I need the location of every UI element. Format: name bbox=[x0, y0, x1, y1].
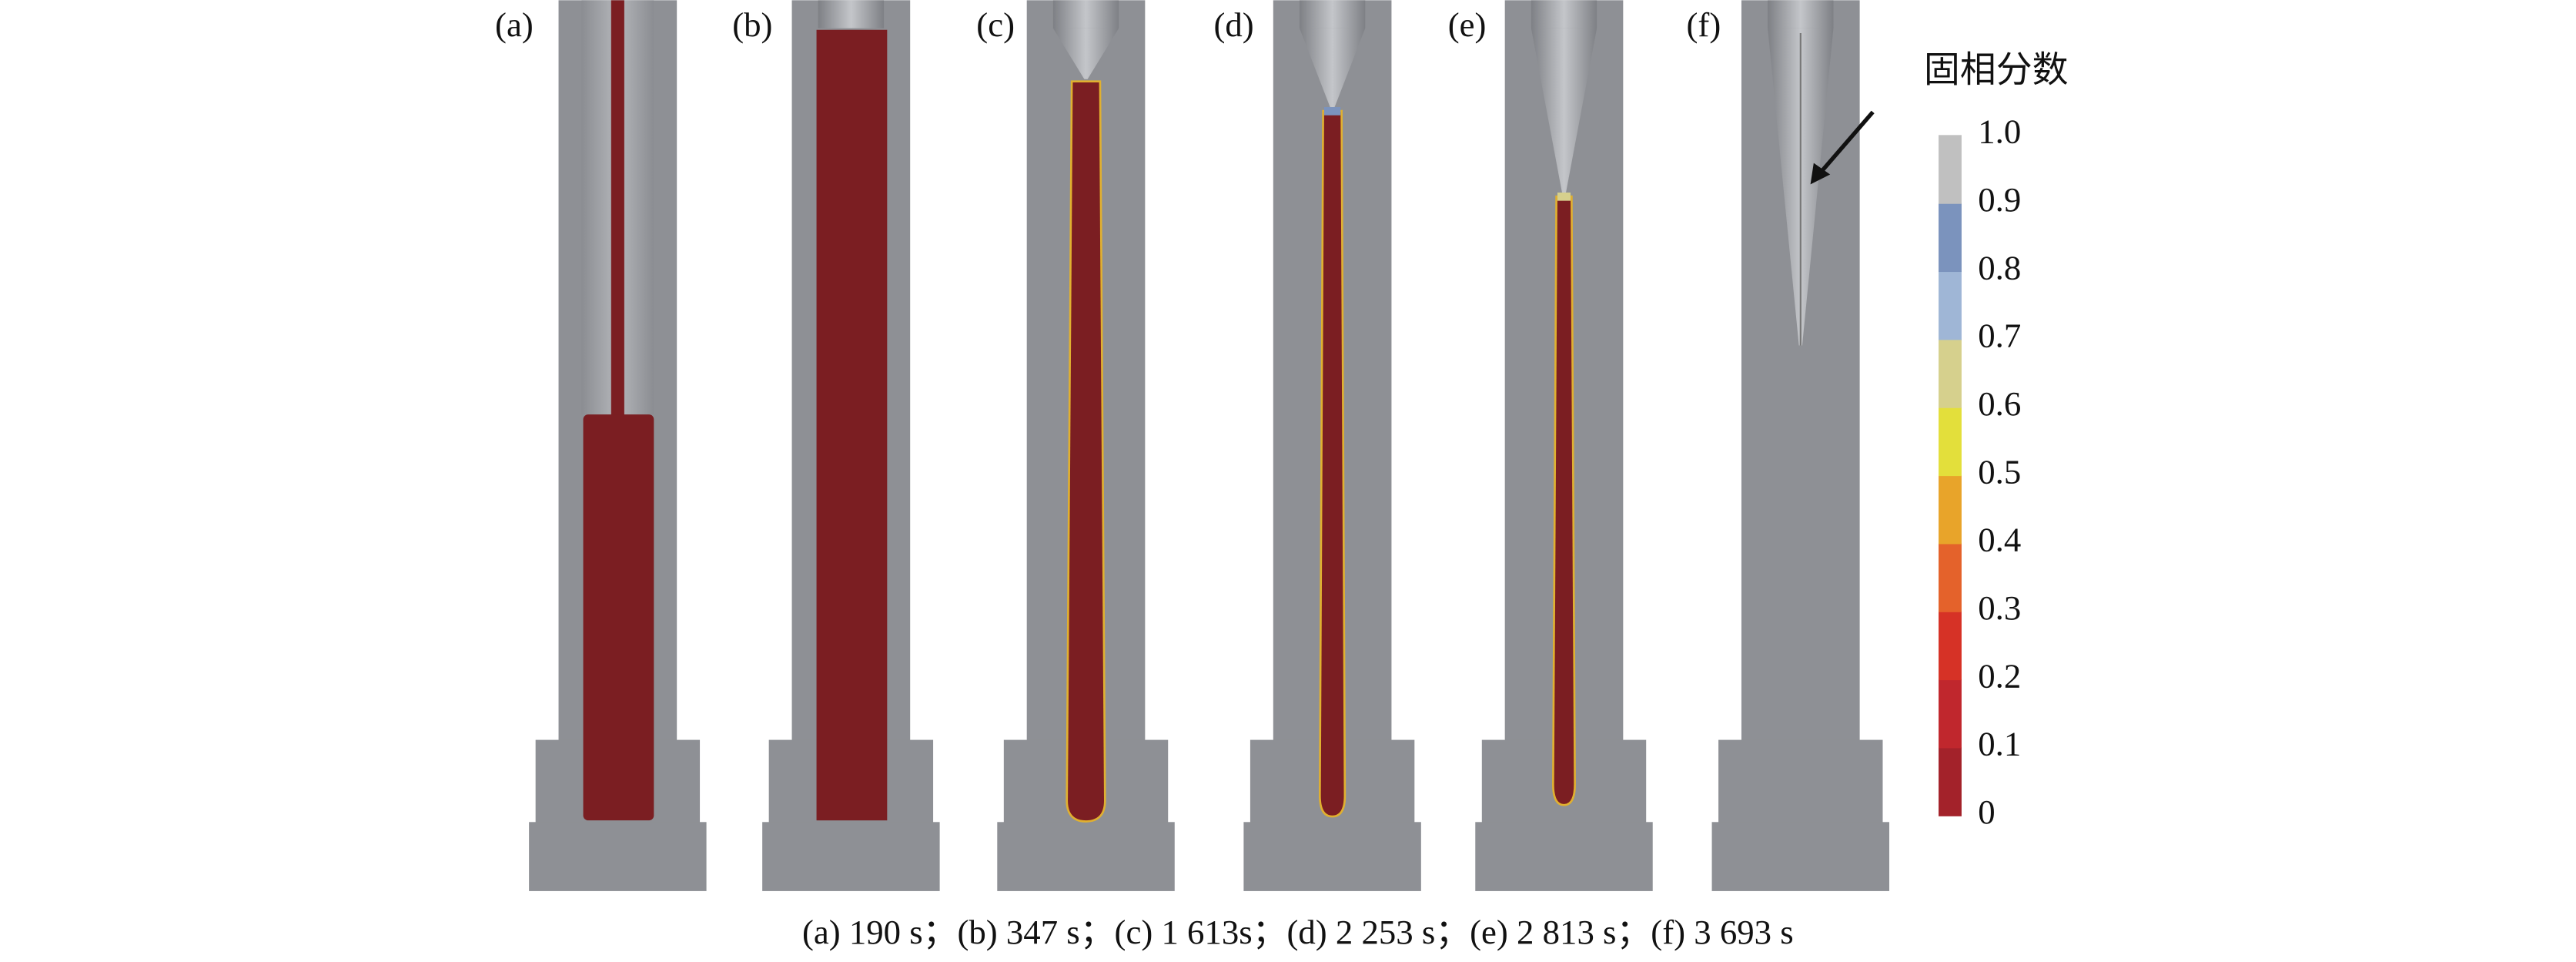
mold-lower bbox=[529, 822, 707, 891]
panel-label: (f) bbox=[1687, 5, 1721, 44]
colorbar-tick-label: 0.5 bbox=[1978, 452, 2021, 491]
mold-lower bbox=[1243, 822, 1421, 891]
panel: (e) bbox=[1448, 0, 1653, 891]
melt bbox=[1554, 197, 1574, 804]
cone bbox=[1052, 28, 1119, 79]
panel: (c) bbox=[976, 0, 1175, 891]
melt bbox=[1320, 112, 1344, 816]
colorbar-band bbox=[1939, 611, 1962, 681]
cone bbox=[1531, 28, 1597, 195]
colorbar-tick-label: 0 bbox=[1978, 793, 1995, 831]
colorbar-tick-label: 0.9 bbox=[1978, 180, 2021, 219]
colorbar-tick-label: 0.1 bbox=[1978, 725, 2021, 763]
panel-label: (c) bbox=[976, 5, 1015, 44]
panels: (a) (b) (c) (d) (e) (f) bbox=[495, 0, 1890, 891]
nozzle bbox=[1768, 0, 1834, 28]
mold-lower bbox=[762, 822, 940, 891]
colorbar-tick-label: 0.3 bbox=[1978, 588, 2021, 627]
nozzle bbox=[1052, 0, 1119, 28]
melt-tip bbox=[1323, 107, 1341, 116]
panel-label: (a) bbox=[495, 5, 534, 44]
panel: (f) bbox=[1687, 0, 1890, 891]
colorbar-tick-label: 1.0 bbox=[1978, 112, 2021, 151]
colorbar-band bbox=[1939, 339, 1962, 408]
panel-label: (e) bbox=[1448, 5, 1487, 44]
mold-middle bbox=[1718, 739, 1883, 826]
colorbar-band bbox=[1939, 407, 1962, 477]
colorbar-band bbox=[1939, 135, 1962, 204]
panel-label: (d) bbox=[1213, 5, 1253, 44]
colorbar-band bbox=[1939, 475, 1962, 545]
colorbar-band bbox=[1939, 270, 1962, 340]
arrow bbox=[1818, 110, 1875, 175]
mold-lower bbox=[997, 822, 1175, 891]
arrow-head bbox=[1810, 163, 1831, 185]
nozzle bbox=[1531, 0, 1597, 28]
cone bbox=[1299, 28, 1366, 109]
mold-lower bbox=[1711, 822, 1890, 891]
caption: (a) 190 s；(b) 347 s；(c) 1 613s；(d) 2 253… bbox=[802, 913, 1794, 951]
panel-label: (b) bbox=[732, 5, 772, 44]
colorbar-title: 固相分数 bbox=[1924, 49, 2069, 92]
colorbar-tick-label: 0.6 bbox=[1978, 384, 2021, 423]
colorbar-band bbox=[1939, 679, 1962, 749]
melt bbox=[816, 29, 888, 821]
melt bbox=[1068, 82, 1104, 821]
panel: (d) bbox=[1213, 0, 1421, 891]
melt bbox=[583, 414, 654, 821]
mold-lower bbox=[1475, 822, 1653, 891]
colorbar-band bbox=[1939, 203, 1962, 273]
colorbar-band bbox=[1939, 543, 1962, 612]
colorbar-tick-label: 0.7 bbox=[1978, 317, 2021, 355]
colorbar-tick-label: 0.8 bbox=[1978, 248, 2021, 287]
nozzle bbox=[1299, 0, 1366, 28]
panel: (b) bbox=[732, 0, 940, 891]
melt-tip bbox=[1557, 192, 1571, 201]
colorbar-tick-label: 0.2 bbox=[1978, 656, 2021, 695]
colorbar-band bbox=[1939, 747, 1962, 816]
nozzle bbox=[818, 0, 885, 28]
melt-rod bbox=[611, 0, 624, 418]
colorbar: 1.0 0.9 0.8 0.7 0.6 0.5 0.4 0.3 0.2 0.1 0 bbox=[1939, 112, 2021, 831]
panel: (a) bbox=[495, 0, 707, 891]
colorbar-tick-label: 0.4 bbox=[1978, 521, 2021, 559]
